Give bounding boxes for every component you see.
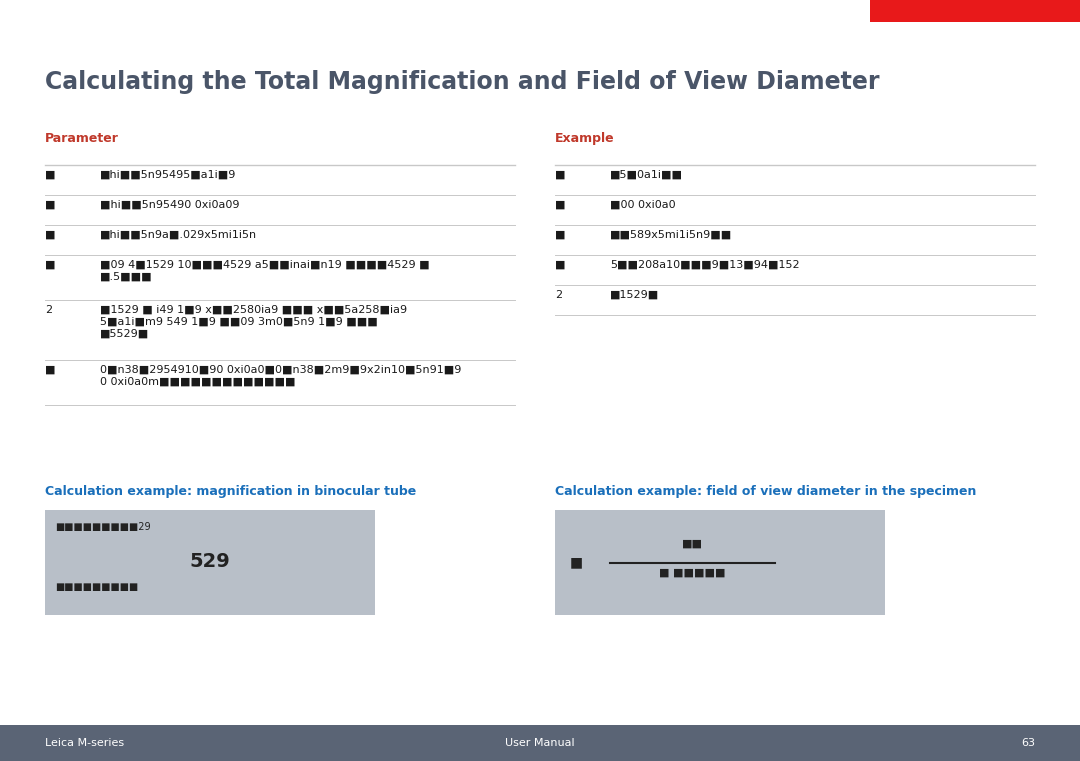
Text: ■hi■■5n9a■.029x5mi1i5n: ■hi■■5n9a■.029x5mi1i5n bbox=[100, 230, 257, 240]
Text: ■1529■: ■1529■ bbox=[610, 290, 659, 300]
Text: ■09 4■1529 10■■■4529 a5■■inai■n19 ■■■■4529 ■
■.5■■■: ■09 4■1529 10■■■4529 a5■■inai■n19 ■■■■45… bbox=[100, 260, 430, 282]
Text: ■: ■ bbox=[45, 200, 55, 210]
Text: ■5■0a1i■■: ■5■0a1i■■ bbox=[610, 170, 683, 180]
Text: Calculation example: magnification in binocular tube: Calculation example: magnification in bi… bbox=[45, 485, 416, 498]
Text: ■■: ■■ bbox=[681, 539, 702, 549]
Text: 529: 529 bbox=[190, 552, 230, 571]
Text: ■■■■■■■■■: ■■■■■■■■■ bbox=[55, 582, 138, 592]
Text: 0■n38■2954910■90 0xi0a0■0■n38■2m9■9x2in10■5n91■9
0 0xi0a0m■■■■■■■■■■■■■: 0■n38■2954910■90 0xi0a0■0■n38■2m9■9x2in1… bbox=[100, 365, 461, 387]
Text: ■: ■ bbox=[555, 170, 566, 180]
Text: Calculating the Total Magnification and Field of View Diameter: Calculating the Total Magnification and … bbox=[45, 70, 879, 94]
Text: Leica M-series: Leica M-series bbox=[45, 738, 124, 748]
Text: ■: ■ bbox=[45, 230, 55, 240]
Text: Example: Example bbox=[555, 132, 615, 145]
Text: ■: ■ bbox=[45, 260, 55, 270]
Text: 5■■208a10■■■9■13■94■152: 5■■208a10■■■9■13■94■152 bbox=[610, 260, 799, 270]
Text: Parameter: Parameter bbox=[45, 132, 119, 145]
Bar bbox=[870, 0, 1080, 22]
Text: ■: ■ bbox=[555, 200, 566, 210]
Text: ■■■■■■■■■29: ■■■■■■■■■29 bbox=[55, 522, 150, 532]
Text: ■ ■■■■■: ■ ■■■■■ bbox=[659, 568, 726, 578]
Text: User Manual: User Manual bbox=[505, 738, 575, 748]
Text: ■1529 ■ i49 1■9 x■■2580ia9 ■■■ x■■5a258■ia9
5■a1i■m9 549 1■9 ■■09 3m0■5n9 1■9 ■■: ■1529 ■ i49 1■9 x■■2580ia9 ■■■ x■■5a258■… bbox=[100, 305, 407, 338]
Text: ■: ■ bbox=[45, 365, 55, 375]
Text: 2: 2 bbox=[45, 305, 52, 315]
Text: Calculation example: field of view diameter in the specimen: Calculation example: field of view diame… bbox=[555, 485, 976, 498]
Text: 63: 63 bbox=[1021, 738, 1035, 748]
Text: 2: 2 bbox=[555, 290, 562, 300]
Bar bbox=[555, 510, 885, 615]
Text: ■: ■ bbox=[555, 260, 566, 270]
Text: ■: ■ bbox=[555, 230, 566, 240]
Text: ■■589x5mi1i5n9■■: ■■589x5mi1i5n9■■ bbox=[610, 230, 732, 240]
Text: ■00 0xi0a0: ■00 0xi0a0 bbox=[610, 200, 676, 210]
Text: ■: ■ bbox=[45, 170, 55, 180]
Text: ■hi■■5n95490 0xi0a09: ■hi■■5n95490 0xi0a09 bbox=[100, 200, 240, 210]
Bar bbox=[0, 725, 1080, 761]
Text: ■hi■■5n95495■a1i■9: ■hi■■5n95495■a1i■9 bbox=[100, 170, 237, 180]
Text: ■: ■ bbox=[570, 556, 583, 569]
Bar bbox=[45, 510, 375, 615]
